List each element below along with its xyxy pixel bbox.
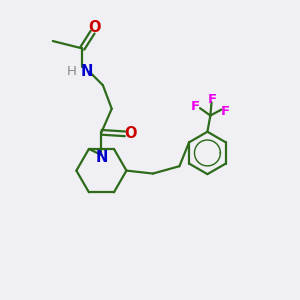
- Text: N: N: [95, 150, 108, 165]
- Text: O: O: [88, 20, 100, 35]
- Text: F: F: [191, 100, 200, 113]
- Text: F: F: [207, 93, 216, 106]
- Text: N: N: [80, 64, 93, 80]
- Text: O: O: [124, 126, 137, 141]
- Text: H: H: [67, 65, 77, 79]
- Text: F: F: [221, 105, 230, 118]
